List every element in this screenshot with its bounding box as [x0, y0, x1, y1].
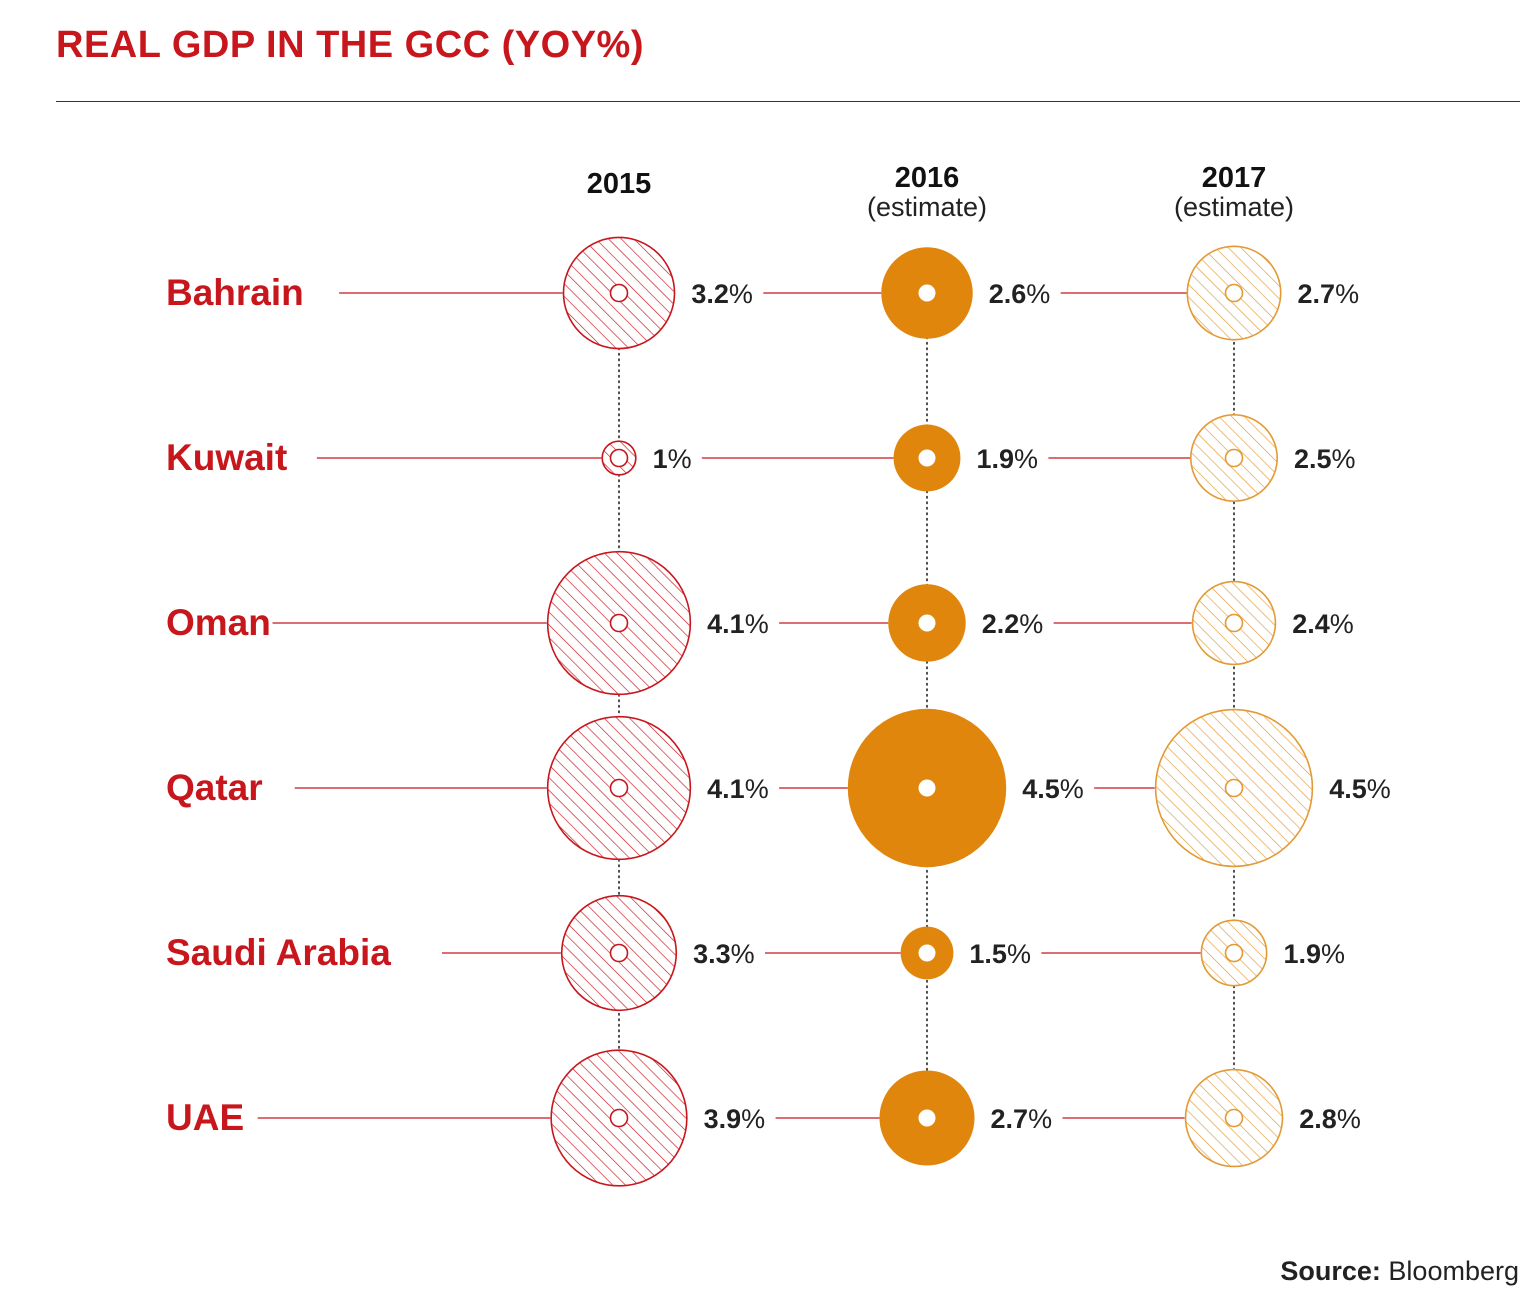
value-label: 1.9% [976, 444, 1038, 474]
bubble-center-dot [609, 448, 629, 468]
country-label: Qatar [166, 767, 263, 808]
bubble-center-dot [918, 284, 936, 302]
bubble-center-dot [1224, 778, 1244, 798]
value-label: 4.1% [707, 774, 769, 804]
value-label: 3.3% [693, 939, 755, 969]
country-label: Bahrain [166, 272, 304, 313]
chart-title: REAL GDP IN THE GCC (YOY%) [56, 24, 644, 66]
value-label: 1.9% [1283, 939, 1345, 969]
bubble-center-dot [918, 944, 936, 962]
bubble-center-dot [1224, 283, 1244, 303]
value-label: 1.5% [969, 939, 1031, 969]
source-value: Bloomberg [1388, 1256, 1519, 1286]
bubble-center-dot [609, 283, 629, 303]
value-label: 2.5% [1294, 444, 1356, 474]
bubble-center-dot [609, 943, 629, 963]
title-divider [56, 101, 1520, 102]
value-label: 2.8% [1299, 1104, 1361, 1134]
bubble-center-dot [609, 613, 629, 633]
value-label: 2.7% [991, 1104, 1053, 1134]
value-label: 1% [653, 444, 692, 474]
value-label: 2.2% [982, 609, 1044, 639]
bubble-center-dot [918, 449, 936, 467]
bubble-center-dot [918, 1109, 936, 1127]
source-label: Source: [1280, 1256, 1381, 1286]
bubble-center-dot [918, 614, 936, 632]
country-label: Saudi Arabia [166, 932, 391, 973]
value-label: 4.1% [707, 609, 769, 639]
bubble-center-dot [1224, 448, 1244, 468]
country-label: Kuwait [166, 437, 287, 478]
column-header-year: 2017 [1202, 162, 1267, 194]
bubble-center-dot [1224, 943, 1244, 963]
column-header-note: (estimate) [1174, 192, 1294, 222]
country-label: UAE [166, 1097, 244, 1138]
source-note: Source: Bloomberg [1280, 1256, 1519, 1287]
column-header-year: 2016 [895, 162, 960, 194]
bubble-center-dot [1224, 613, 1244, 633]
country-label: Oman [166, 602, 271, 643]
bubble-center-dot [1224, 1108, 1244, 1128]
value-label: 2.4% [1292, 609, 1354, 639]
value-label: 3.9% [704, 1104, 766, 1134]
column-header-year: 2015 [587, 168, 652, 200]
value-label: 4.5% [1329, 774, 1391, 804]
bubble-center-dot [609, 1108, 629, 1128]
value-label: 4.5% [1022, 774, 1084, 804]
value-label: 2.6% [989, 279, 1051, 309]
value-label: 3.2% [691, 279, 753, 309]
bubble-center-dot [918, 779, 936, 797]
value-label: 2.7% [1298, 279, 1360, 309]
bubble-center-dot [609, 778, 629, 798]
column-header-note: (estimate) [867, 192, 987, 222]
